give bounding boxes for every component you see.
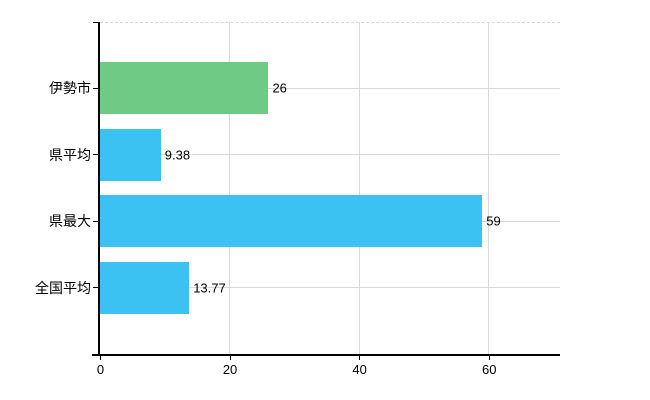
x-axis-tick [359, 354, 361, 360]
x-tick-label: 0 [96, 362, 105, 377]
y-category-label: 伊勢市 [49, 80, 91, 97]
bar-value-label: 26 [272, 80, 287, 96]
x-axis-tick [488, 354, 490, 360]
y-axis-tick [93, 87, 100, 89]
bar-value-label: 13.77 [193, 280, 226, 296]
x-axis-tick [100, 354, 101, 360]
x-tick-label: 60 [481, 362, 497, 377]
gridline-horizontal [100, 154, 560, 156]
y-axis-top-tick [93, 22, 100, 23]
bar [100, 195, 483, 248]
gridline-horizontal [100, 87, 560, 89]
y-axis-tick [93, 220, 100, 222]
gridline-vertical [229, 22, 231, 354]
plot-top-border [100, 22, 560, 23]
bar [100, 261, 190, 314]
bar-value-label: 59 [486, 213, 501, 229]
bar [100, 128, 161, 181]
gridline-vertical [488, 22, 490, 354]
x-tick-label: 20 [222, 362, 238, 377]
bar-value-label: 9.38 [164, 147, 191, 163]
gridline-horizontal [100, 287, 560, 289]
gridline-vertical [358, 22, 360, 354]
x-axis-tick [229, 354, 231, 360]
plot-area: 26 9.38 59 13.77 [92, 22, 560, 356]
y-category-label: 県平均 [49, 146, 91, 163]
y-category-label: 全国平均 [35, 279, 91, 296]
x-tick-label: 40 [352, 362, 367, 377]
y-axis-line [98, 22, 100, 356]
y-axis-tick [93, 287, 100, 289]
x-axis-line [92, 354, 560, 356]
bar [100, 62, 269, 115]
y-category-label: 県最大 [49, 213, 91, 230]
y-axis-tick [93, 154, 100, 156]
